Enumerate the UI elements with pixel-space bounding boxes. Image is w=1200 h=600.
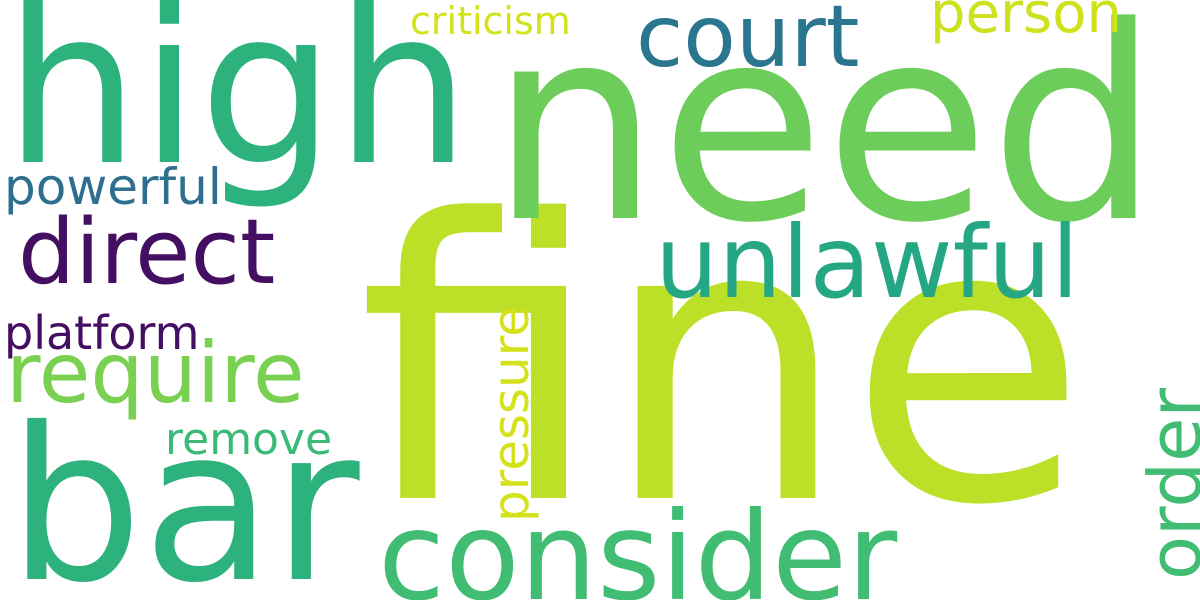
word-need: need xyxy=(490,0,1160,282)
word-person: person xyxy=(930,0,1122,46)
word-pressure: pressure xyxy=(482,306,540,522)
word-remove: remove xyxy=(165,414,333,465)
word-bar: bar xyxy=(8,382,360,600)
word-require: require xyxy=(6,324,305,422)
word-criticism: criticism xyxy=(410,0,571,43)
word-direct: direct xyxy=(18,200,276,305)
word-platform: platform xyxy=(4,306,200,360)
word-powerful: powerful xyxy=(4,158,222,216)
word-order: order xyxy=(1133,388,1200,580)
word-fine: fine xyxy=(358,138,1088,590)
word-high: high xyxy=(4,0,471,213)
word-unlawful: unlawful xyxy=(655,204,1079,321)
word-court: court xyxy=(636,0,860,87)
word-consider: consider xyxy=(378,486,898,600)
